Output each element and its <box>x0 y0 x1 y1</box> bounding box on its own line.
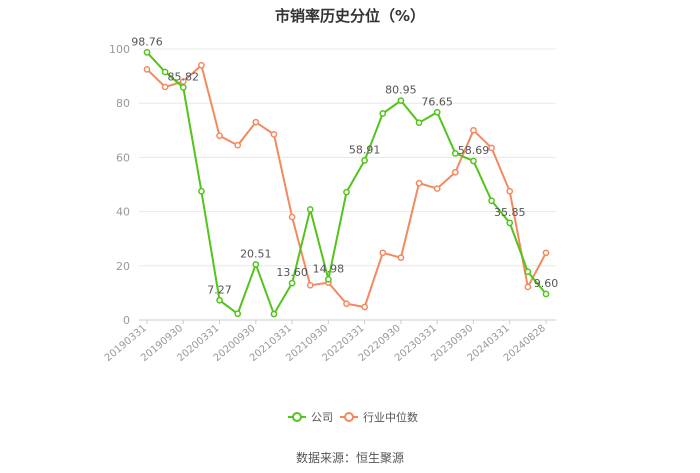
series-line-0 <box>146 51 547 316</box>
data-point <box>161 68 169 76</box>
data-point <box>379 249 387 257</box>
data-point <box>343 188 350 196</box>
data-point <box>361 157 368 164</box>
data-point <box>379 110 387 117</box>
y-tick-label: 60 <box>116 151 130 164</box>
data-point <box>198 61 205 69</box>
data-label: 13.60 <box>276 266 308 279</box>
data-label: 98.76 <box>131 35 163 48</box>
data-point <box>470 126 477 134</box>
legend-label: 行业中位数 <box>363 410 418 424</box>
data-point <box>451 149 459 157</box>
chart-title: 市销率历史分位（%） <box>275 7 425 25</box>
data-label: 76.65 <box>421 95 453 108</box>
data-point <box>143 49 151 56</box>
data-point <box>542 249 550 257</box>
data-point <box>433 108 441 116</box>
data-point <box>252 261 260 268</box>
data-point <box>488 144 495 152</box>
data-point <box>415 119 423 127</box>
y-tick-label: 80 <box>116 97 130 110</box>
data-point <box>325 276 332 283</box>
data-point <box>451 168 459 176</box>
data-label: 80.95 <box>385 84 417 97</box>
legend-item-0[interactable]: 公司 <box>288 411 333 424</box>
y-tick-label: 40 <box>116 206 130 219</box>
data-label: 85.82 <box>168 70 200 83</box>
data-point <box>288 279 296 287</box>
series-line-1 <box>146 64 547 308</box>
data-point <box>288 213 296 221</box>
data-point <box>216 132 223 140</box>
data-label: 14.98 <box>313 262 345 275</box>
y-tick-label: 100 <box>109 43 130 56</box>
data-label: 58.69 <box>458 144 490 157</box>
data-point <box>179 84 187 91</box>
data-label: 35.85 <box>494 206 526 219</box>
data-point <box>488 197 495 205</box>
data-point <box>361 303 368 311</box>
data-point <box>506 187 514 195</box>
data-point <box>306 206 314 213</box>
data-point <box>161 83 169 91</box>
y-axis: 0 20 40 60 80 100 <box>109 43 130 327</box>
data-point <box>270 131 278 138</box>
data-point <box>216 296 223 304</box>
data-point <box>306 281 314 289</box>
data-point <box>542 290 550 298</box>
data-label: 9.60 <box>534 277 559 290</box>
legend-item-1[interactable]: 行业中位数 <box>340 410 418 424</box>
y-tick-label: 20 <box>116 260 130 273</box>
series-layer <box>143 49 550 318</box>
legend[interactable]: 公司 行业中位数 <box>288 410 418 424</box>
legend-label: 公司 <box>311 411 333 424</box>
data-point <box>143 65 151 73</box>
data-point <box>397 254 405 262</box>
x-axis: 2019033120190930202003312020093020210331… <box>103 319 556 364</box>
data-point <box>506 219 514 227</box>
data-point <box>524 283 532 291</box>
data-label: 20.51 <box>240 247 272 260</box>
data-point <box>198 187 205 195</box>
data-point <box>524 268 532 276</box>
data-point <box>270 310 278 318</box>
data-label: 58.91 <box>349 143 381 156</box>
data-point <box>433 185 441 192</box>
data-point <box>470 157 477 165</box>
y-tick-label: 0 <box>123 314 130 327</box>
data-labels: 98.76 85.82 7.27 20.51 13.60 14.98 58.91 80.95 7… <box>131 35 558 296</box>
data-point <box>343 300 350 308</box>
data-point <box>397 97 405 104</box>
data-label: 7.27 <box>207 283 232 296</box>
data-point <box>252 118 260 126</box>
source-note: 数据来源：恒生聚源 <box>296 450 404 465</box>
data-point <box>234 141 242 149</box>
data-point <box>415 179 423 187</box>
data-point <box>234 310 242 318</box>
legend-marker <box>292 412 302 422</box>
grid <box>139 48 556 321</box>
legend-marker <box>344 412 354 422</box>
